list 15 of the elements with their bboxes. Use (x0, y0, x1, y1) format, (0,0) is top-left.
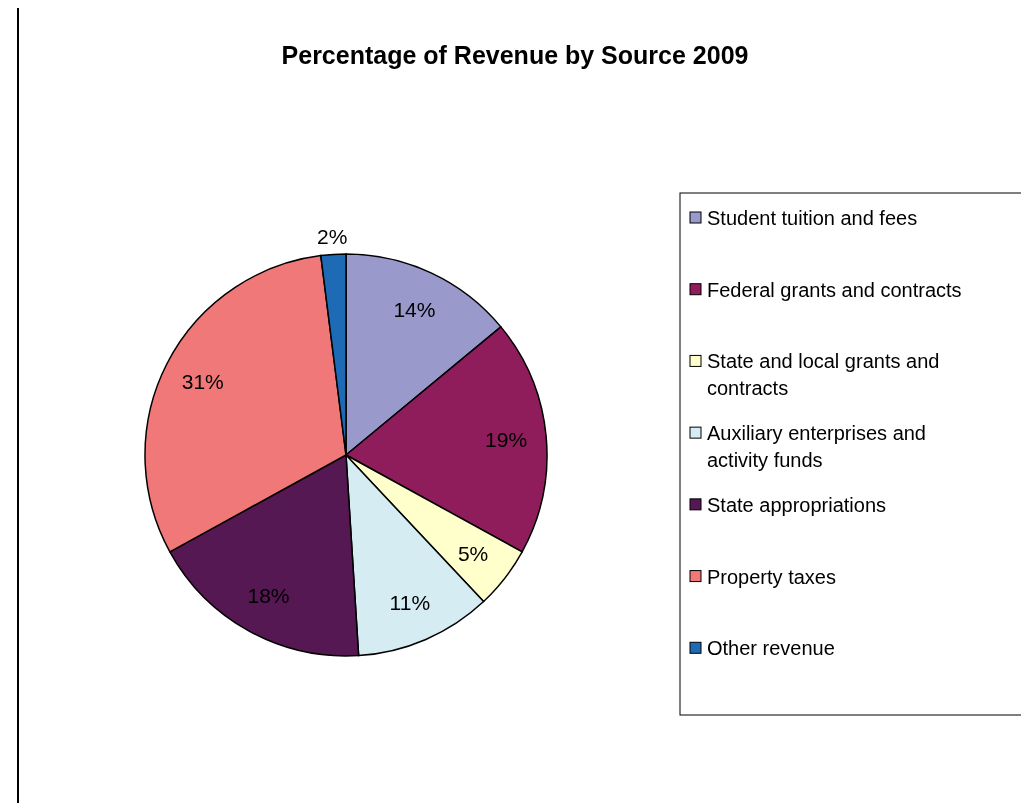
data-label: 14% (393, 298, 436, 321)
data-label: 31% (181, 370, 224, 394)
legend-label: Auxiliary enterprises and activity funds (707, 422, 926, 472)
data-label: 5% (457, 542, 489, 566)
legend-label: State appropriations (707, 493, 887, 516)
legend-label: Other revenue (707, 637, 835, 660)
data-label: 18% (247, 584, 290, 608)
legend-label: Student tuition and fees (707, 207, 918, 229)
chart-title: Percentage of Revenue by Source 2009 (281, 41, 749, 69)
data-label: 2% (317, 224, 348, 248)
legend-label: Property taxes (707, 565, 836, 588)
legend-label: Federal grants and contracts (707, 278, 962, 301)
legend-label: State and local grants and contracts (707, 350, 940, 400)
data-label: 19% (485, 428, 528, 452)
data-label: 11% (389, 591, 431, 615)
